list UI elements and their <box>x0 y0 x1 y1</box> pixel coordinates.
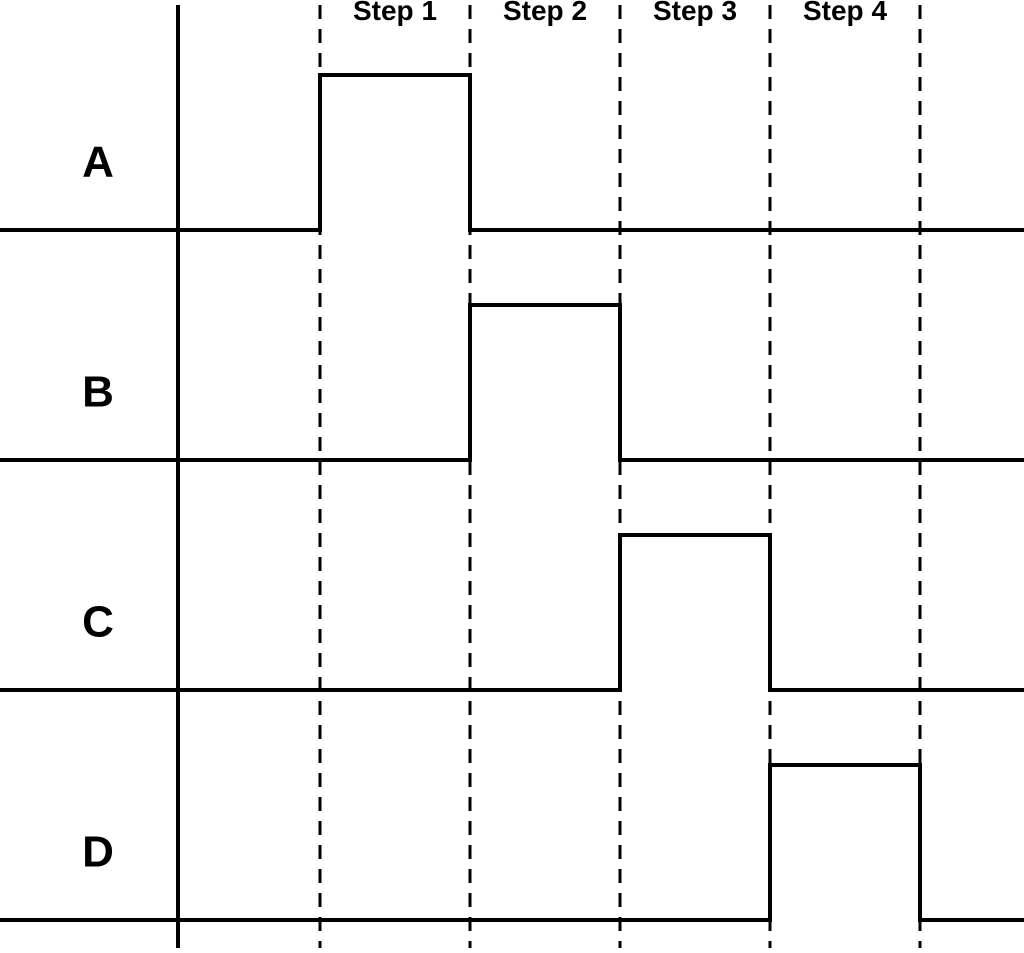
step-label-4: Step 4 <box>803 0 887 26</box>
signal-label-B: B <box>82 368 114 417</box>
step-label-3: Step 3 <box>653 0 737 26</box>
signal-waveform-A <box>0 75 1024 230</box>
timing-diagram: Step 1 Step 2 Step 3 Step 4 A B C D <box>0 0 1024 953</box>
step-label-2: Step 2 <box>503 0 587 26</box>
signal-label-C: C <box>82 598 114 647</box>
signal-waveform-D <box>0 765 1024 920</box>
signal-label-A: A <box>82 138 114 187</box>
signal-label-D: D <box>82 828 114 877</box>
signal-waveform-C <box>0 535 1024 690</box>
signal-waveform-B <box>0 305 1024 460</box>
step-label-1: Step 1 <box>353 0 437 26</box>
